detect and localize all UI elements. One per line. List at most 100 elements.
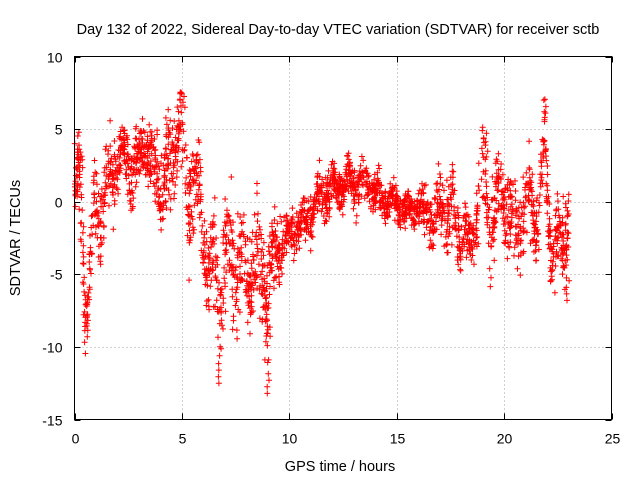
data-point xyxy=(255,210,261,217)
data-point xyxy=(331,165,338,172)
data-point xyxy=(289,205,296,212)
data-point xyxy=(554,190,561,197)
data-point xyxy=(397,216,404,223)
data-point xyxy=(531,224,538,231)
data-point xyxy=(503,201,510,208)
data-point xyxy=(87,244,94,251)
data-point xyxy=(244,286,251,293)
data-point xyxy=(210,212,217,219)
data-point xyxy=(486,265,493,272)
data-point xyxy=(87,266,93,273)
data-point xyxy=(543,153,549,160)
data-point xyxy=(220,240,227,246)
data-point xyxy=(495,173,502,180)
data-point xyxy=(119,124,126,131)
data-point xyxy=(537,171,544,178)
data-point xyxy=(449,181,456,188)
data-point xyxy=(488,196,495,203)
data-point xyxy=(91,194,98,201)
data-point xyxy=(324,210,331,217)
data-point xyxy=(447,191,454,198)
data-point xyxy=(323,205,330,212)
data-point xyxy=(154,176,161,183)
data-point xyxy=(138,128,145,135)
data-point xyxy=(537,183,544,190)
data-point xyxy=(205,252,212,259)
data-point xyxy=(468,224,474,231)
data-point xyxy=(126,156,133,163)
data-point xyxy=(126,197,133,204)
data-point xyxy=(401,215,408,222)
data-point xyxy=(475,160,482,167)
axis-ticks xyxy=(74,56,613,421)
data-point xyxy=(188,158,195,165)
data-point xyxy=(314,207,321,214)
data-point xyxy=(449,161,456,168)
data-point xyxy=(271,217,278,223)
data-point xyxy=(454,205,461,211)
data-point xyxy=(185,212,192,219)
data-point xyxy=(267,251,273,258)
data-point xyxy=(483,179,490,185)
data-point xyxy=(78,194,85,201)
data-point xyxy=(270,233,277,240)
data-point xyxy=(311,201,318,207)
data-point xyxy=(520,218,527,225)
data-point xyxy=(125,153,132,160)
data-point xyxy=(80,260,86,267)
data-point xyxy=(484,194,491,201)
data-point xyxy=(533,237,540,244)
data-point xyxy=(83,300,90,307)
data-point xyxy=(291,219,297,226)
data-point xyxy=(550,250,557,257)
data-point xyxy=(479,150,486,157)
data-point xyxy=(320,213,327,219)
data-point xyxy=(270,277,277,284)
data-point xyxy=(250,256,257,263)
data-point xyxy=(416,210,423,217)
data-point xyxy=(193,191,200,198)
data-point xyxy=(230,263,237,270)
data-point xyxy=(141,143,148,150)
data-point xyxy=(330,165,337,172)
data-point xyxy=(429,245,436,252)
data-point xyxy=(395,203,402,210)
data-point xyxy=(72,192,79,199)
data-point xyxy=(445,210,452,217)
data-point xyxy=(551,289,558,296)
data-point xyxy=(185,220,192,227)
data-point xyxy=(491,207,498,214)
data-point xyxy=(517,272,524,279)
data-point xyxy=(520,225,527,232)
data-point xyxy=(92,230,99,237)
data-point xyxy=(144,148,151,155)
data-point xyxy=(240,219,246,226)
data-point xyxy=(222,222,229,229)
data-point xyxy=(473,217,480,223)
data-point xyxy=(319,201,326,208)
data-point xyxy=(263,294,270,301)
data-point xyxy=(544,198,551,205)
data-point xyxy=(299,199,306,206)
data-point xyxy=(538,174,545,181)
data-point xyxy=(491,214,498,221)
data-point xyxy=(358,153,365,160)
data-point xyxy=(111,201,118,208)
data-point xyxy=(129,190,136,196)
data-point xyxy=(236,232,243,239)
data-point xyxy=(357,162,364,169)
data-point xyxy=(421,207,428,214)
data-point xyxy=(247,273,253,280)
data-point xyxy=(521,211,528,218)
data-point xyxy=(186,277,193,284)
data-point xyxy=(172,182,179,188)
data-point xyxy=(82,350,89,357)
data-point xyxy=(229,293,236,300)
data-point xyxy=(281,245,288,252)
data-point xyxy=(179,158,186,164)
data-point xyxy=(563,252,570,259)
data-point xyxy=(112,158,119,165)
data-point xyxy=(491,223,498,230)
data-point xyxy=(190,230,197,237)
data-point xyxy=(85,294,92,300)
